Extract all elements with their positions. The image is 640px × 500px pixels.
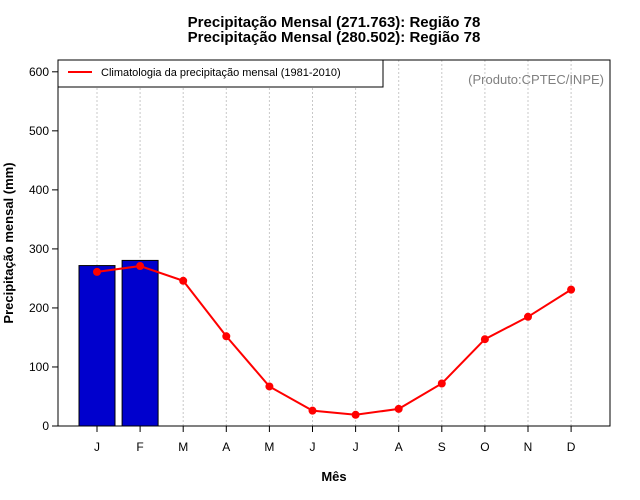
y-tick-label-3: 300 (29, 242, 49, 256)
x-tick-label-8: S (438, 440, 446, 454)
climatology-point-4 (265, 382, 274, 391)
x-tick-label-4: M (264, 440, 274, 454)
climatology-point-11 (567, 285, 576, 294)
climatology-point-9 (480, 335, 489, 344)
y-tick-label-6: 600 (29, 65, 49, 79)
climatology-point-6 (351, 410, 360, 419)
y-tick-label-1: 100 (29, 360, 49, 374)
climatology-point-10 (524, 312, 532, 321)
climatology-point-8 (437, 379, 446, 388)
x-tick-label-3: A (222, 440, 230, 454)
product-credit: (Produto:CPTEC/INPE) (468, 72, 604, 87)
line-series (93, 262, 576, 419)
x-tick-label-0: J (94, 440, 100, 454)
x-tick-label-5: J (310, 440, 316, 454)
legend-label: Climatologia da precipitação mensal (198… (101, 67, 341, 79)
bar-1 (121, 259, 159, 427)
climatology-point-3 (222, 332, 231, 341)
y-axis: 0 100 200 300 400 500 600 (29, 65, 58, 433)
y-tick-label-2: 200 (29, 301, 49, 315)
bar-0 (78, 265, 116, 427)
bar-series (78, 259, 159, 427)
climatology-point-5 (308, 406, 317, 415)
y-tick-label-5: 500 (29, 124, 49, 138)
chart-title-line-1: Precipitação Mensal (271.763): Região 78 (188, 14, 481, 31)
climatology-line (96, 264, 572, 416)
y-axis-label: Precipitação mensal (mm) (1, 162, 16, 323)
climatology-point-7 (394, 404, 403, 413)
legend: Climatologia da precipitação mensal (198… (57, 59, 384, 88)
x-tick-label-11: D (567, 440, 576, 454)
y-tick-label-4: 400 (29, 183, 49, 197)
y-tick-label-0: 0 (42, 419, 49, 433)
chart-title-line-2: Precipitação Mensal (280.502): Região 78 (188, 29, 481, 46)
climatology-point-2 (179, 276, 188, 285)
x-tick-label-9: O (480, 440, 489, 454)
x-tick-label-6: J (353, 440, 359, 454)
grid-lines (96, 60, 572, 426)
x-tick-label-2: M (178, 440, 188, 454)
climatology-point-1 (136, 262, 145, 271)
x-tick-label-10: N (524, 440, 533, 454)
legend-box (57, 59, 384, 88)
climatology-point-0 (93, 267, 101, 276)
x-axis-label: Mês (321, 469, 346, 484)
x-tick-label-7: A (395, 440, 403, 454)
x-tick-label-1: F (136, 440, 143, 454)
